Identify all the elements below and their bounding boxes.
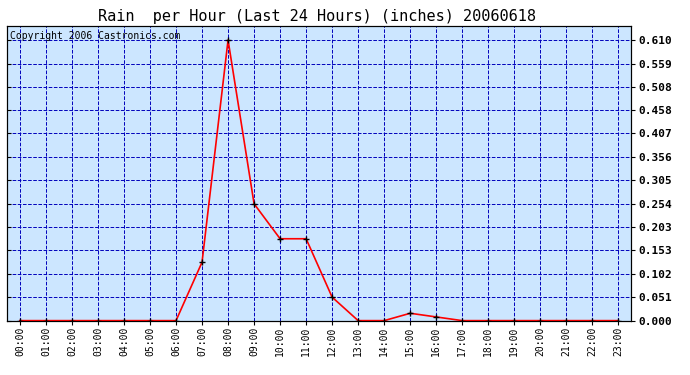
Text: Copyright 2006 Castronics.com: Copyright 2006 Castronics.com xyxy=(10,31,180,40)
Text: Rain  per Hour (Last 24 Hours) (inches) 20060618: Rain per Hour (Last 24 Hours) (inches) 2… xyxy=(99,9,536,24)
